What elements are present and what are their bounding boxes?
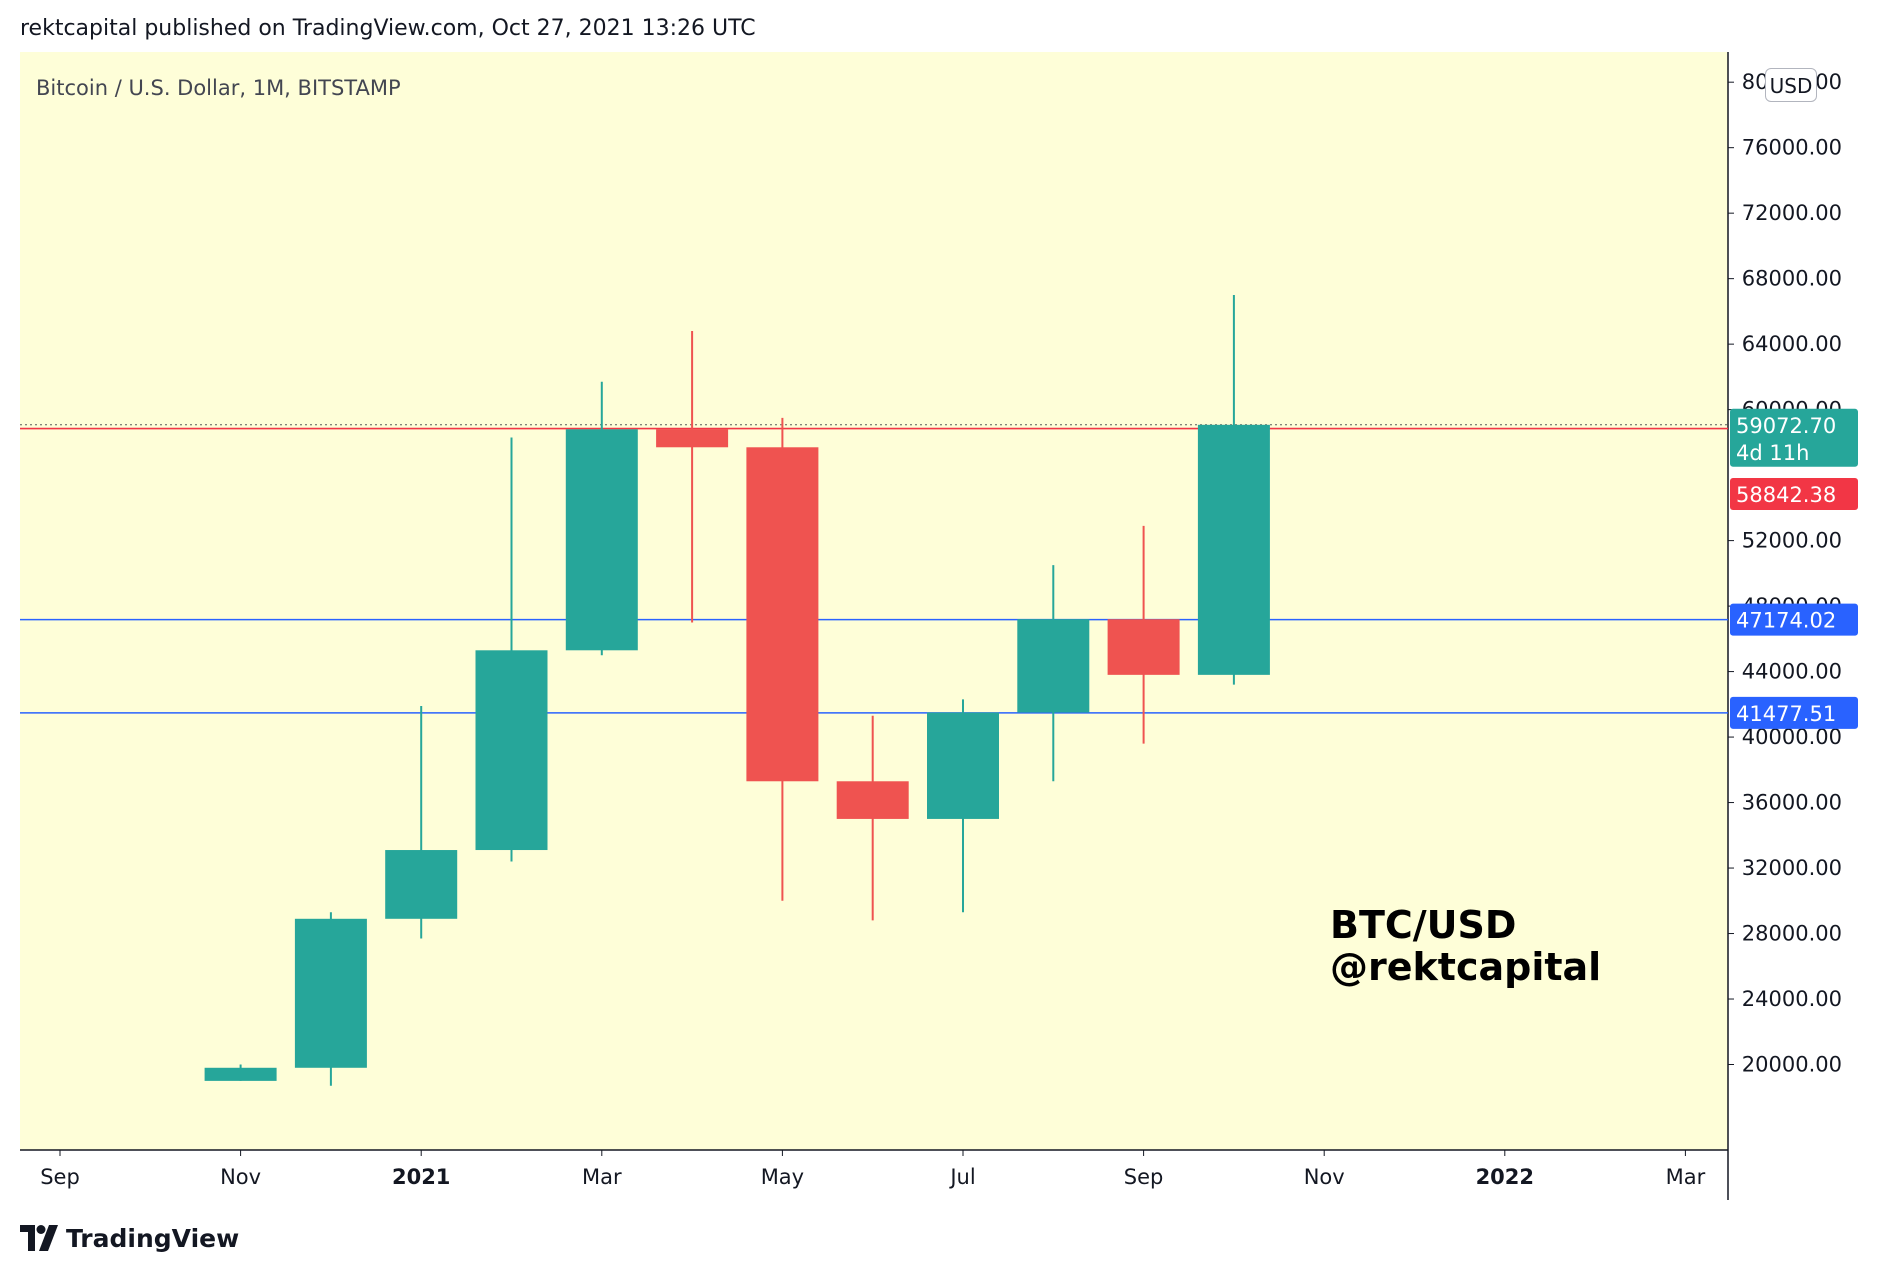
y-tick-label: 68000.00 bbox=[1742, 267, 1842, 291]
level-price-label-bg bbox=[1730, 696, 1858, 729]
candle-body bbox=[565, 429, 638, 651]
y-tick-label: 32000.00 bbox=[1742, 856, 1842, 880]
y-tick-label: 44000.00 bbox=[1742, 660, 1842, 684]
y-tick-label: 20000.00 bbox=[1742, 1053, 1842, 1077]
level-price-label-text: 41477.51 bbox=[1736, 702, 1836, 726]
publish-info: rektcapital published on TradingView.com… bbox=[20, 16, 756, 41]
candle-body bbox=[656, 429, 729, 448]
y-tick-label: 40000.00 bbox=[1742, 725, 1842, 749]
candle-body bbox=[475, 650, 548, 851]
last-price-label-bg bbox=[1730, 408, 1858, 467]
level-price-label-bg bbox=[1730, 478, 1858, 510]
watermark-line-2: @rektcapital bbox=[1330, 945, 1602, 989]
y-tick-label: 36000.00 bbox=[1742, 791, 1842, 815]
price-chart[interactable]: 80000.0076000.0072000.0068000.0064000.00… bbox=[20, 52, 1864, 1200]
candle-body bbox=[204, 1067, 277, 1081]
y-tick-label: 52000.00 bbox=[1742, 529, 1842, 553]
level-price-label-text: 47174.02 bbox=[1736, 609, 1836, 633]
y-tick-label: 76000.00 bbox=[1742, 136, 1842, 160]
y-tick-label: 24000.00 bbox=[1742, 987, 1842, 1011]
candle-body bbox=[294, 918, 367, 1068]
level-price-label-bg bbox=[1730, 603, 1858, 636]
candle-body bbox=[836, 781, 909, 819]
x-tick-label: Jul bbox=[948, 1165, 975, 1189]
watermark-line-1: BTC/USD bbox=[1330, 903, 1517, 947]
y-tick-label: 64000.00 bbox=[1742, 332, 1842, 356]
x-tick-label: Sep bbox=[40, 1165, 80, 1189]
candle-body bbox=[1197, 424, 1270, 675]
time-axis-background bbox=[20, 1150, 1728, 1200]
x-tick-label: Nov bbox=[220, 1165, 261, 1189]
x-tick-label: Sep bbox=[1124, 1165, 1164, 1189]
currency-badge[interactable]: USD bbox=[1765, 68, 1817, 102]
tradingview-logo-icon bbox=[20, 1225, 58, 1251]
level-price-label-text: 58842.38 bbox=[1736, 483, 1836, 507]
candle-body bbox=[927, 712, 999, 819]
x-tick-label: May bbox=[761, 1165, 804, 1189]
tradingview-brand: TradingView bbox=[66, 1223, 240, 1253]
candle-body bbox=[385, 850, 458, 919]
y-tick-label: 28000.00 bbox=[1742, 922, 1842, 946]
chart-title: Bitcoin / U.S. Dollar, 1M, BITSTAMP bbox=[36, 76, 401, 100]
last-price-label-text: 4d 11h bbox=[1736, 441, 1809, 465]
last-price-label-text: 59072.70 bbox=[1736, 414, 1836, 438]
y-tick-label: 72000.00 bbox=[1742, 201, 1842, 225]
candle-body bbox=[746, 447, 819, 782]
x-tick-label: Mar bbox=[1666, 1165, 1706, 1189]
candle-body bbox=[1107, 619, 1180, 675]
tradingview-logo[interactable]: TradingView bbox=[20, 1222, 239, 1254]
x-tick-label: Nov bbox=[1304, 1165, 1345, 1189]
x-tick-label: 2021 bbox=[392, 1165, 450, 1189]
x-tick-label: Mar bbox=[582, 1165, 622, 1189]
x-tick-label: 2022 bbox=[1476, 1165, 1534, 1189]
candle-body bbox=[1017, 619, 1090, 713]
chart-watermark: BTC/USD @rektcapital bbox=[1330, 904, 1601, 988]
